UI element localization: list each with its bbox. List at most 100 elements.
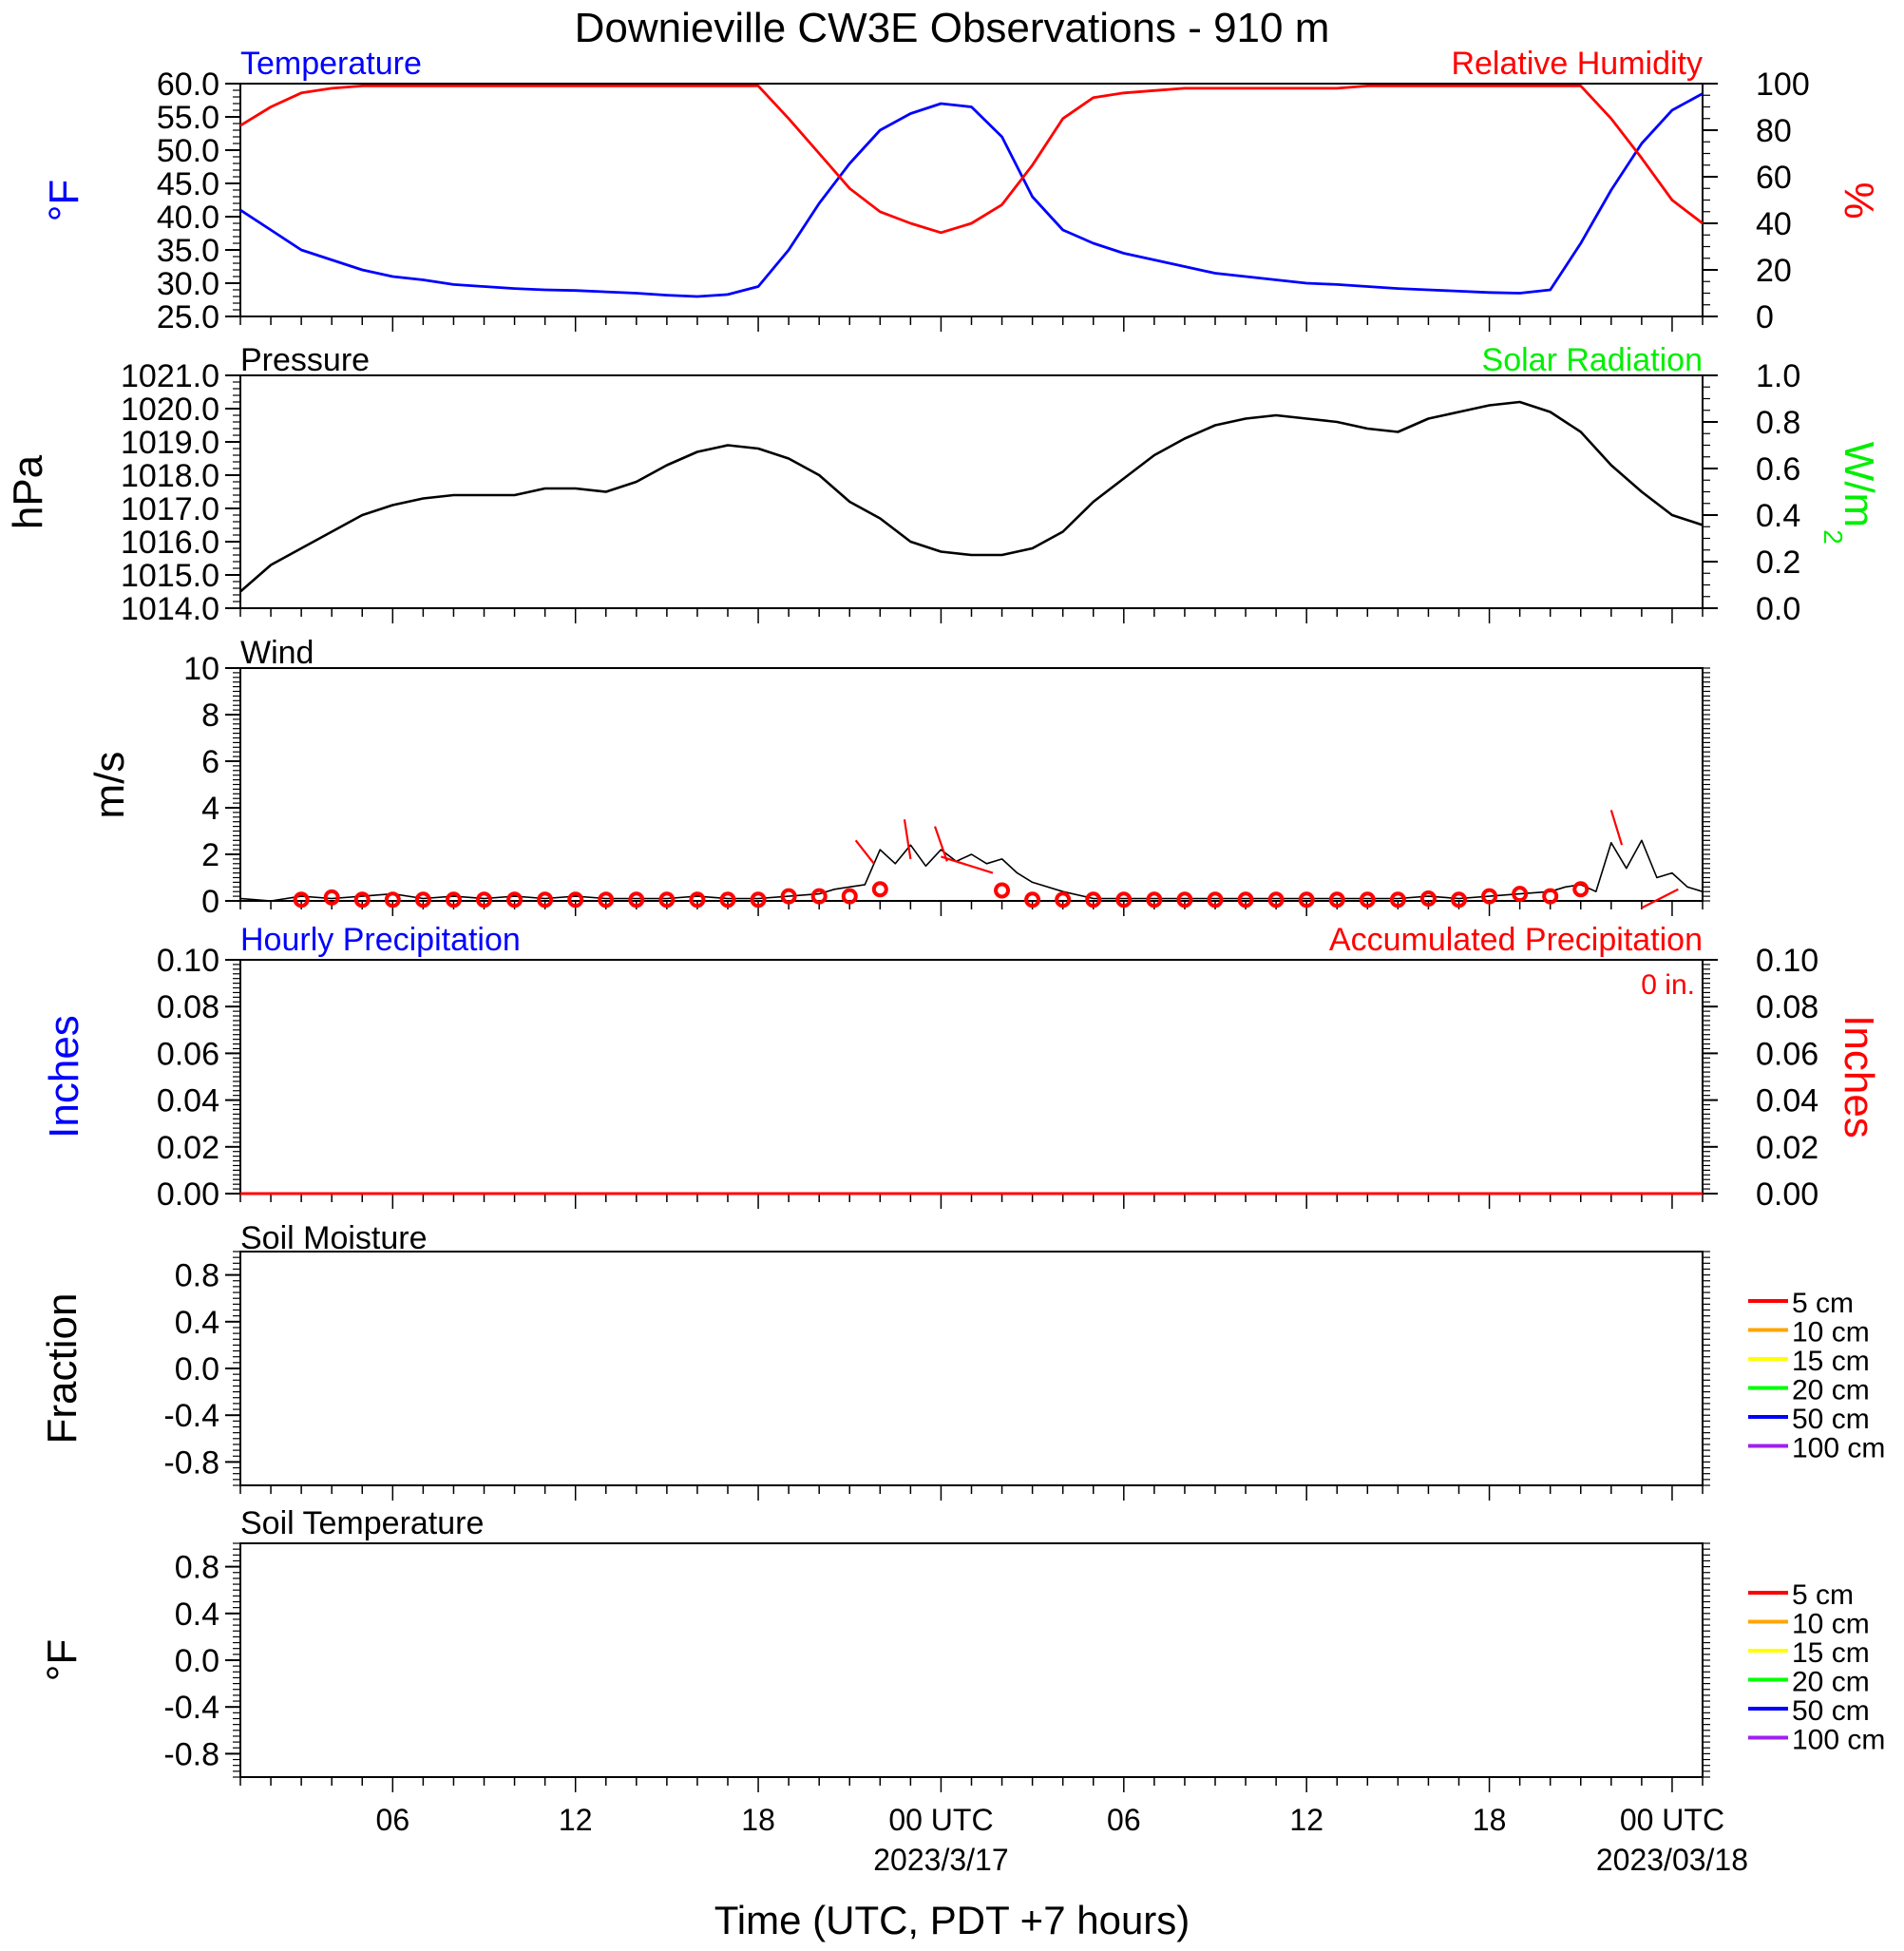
panel-title-rh: Relative Humidity (1451, 46, 1703, 82)
x-tick-label: 18 (1473, 1803, 1507, 1837)
wind-direction-stick (854, 839, 875, 865)
y-tick-label: -0.8 (163, 1736, 219, 1772)
legend-label-soil_moisture: 5 cm (1792, 1288, 1854, 1319)
y2-tick-label: 60 (1756, 160, 1792, 196)
panel-title-soil_temperature: Soil Temperature (240, 1505, 484, 1541)
y2-tick-label: 0 (1756, 299, 1774, 335)
wind-hourly-marker (994, 882, 1011, 899)
y-tick-label: 0.8 (175, 1550, 219, 1586)
y-tick-label: 0.02 (157, 1130, 219, 1166)
y-tick-label: 8 (201, 698, 219, 734)
y2-tick-label: 0.02 (1756, 1130, 1818, 1166)
y-tick-label: 0.8 (175, 1258, 219, 1294)
y-axis-label-soil-temp: °F (39, 1639, 86, 1681)
y2-tick-label: 40 (1756, 206, 1792, 242)
y-tick-label: 0.06 (157, 1036, 219, 1072)
y-tick-label: 25.0 (157, 299, 219, 335)
wind-hourly-marker (537, 891, 554, 909)
y2-tick-label: 0.0 (1756, 591, 1800, 627)
wind-hourly-marker (1055, 891, 1072, 909)
y2-tick-label: 100 (1756, 67, 1810, 103)
y-axis-label-solar: W/m (1836, 442, 1882, 527)
y2-tick-label: 20 (1756, 253, 1792, 289)
legend-label-soil_temperature: 15 cm (1792, 1637, 1870, 1669)
precip-frame (239, 959, 1704, 1195)
x-axis-label: Time (UTC, PDT +7 hours) (714, 1898, 1190, 1942)
wind-hourly-marker (506, 891, 524, 909)
y-tick-label: -0.4 (163, 1690, 219, 1726)
panel-pressure: 1021.01020.01019.01018.01017.01016.01015… (5, 342, 1882, 627)
y-tick-label: 0.08 (157, 989, 219, 1025)
wind-hourly-marker (293, 891, 310, 909)
wind-hourly-marker (384, 891, 401, 909)
panel-soil_moisture: 0.8 0.4 0.0 -0.4 -0.8 Soil Moisture Fraction 5 … (39, 1220, 1885, 1501)
y-tick-label: 0 (201, 884, 219, 920)
wind-hourly-marker (445, 891, 462, 909)
y-tick-label: 40.0 (157, 200, 219, 236)
wind-hourly-marker (1328, 891, 1345, 909)
legend-label-soil_moisture: 20 cm (1792, 1375, 1870, 1406)
y2-tick-label: 0.10 (1756, 943, 1818, 979)
wind-hourly-marker (719, 891, 736, 909)
wind-hourly-marker (476, 891, 492, 909)
y-tick-label: 30.0 (157, 266, 219, 302)
wind-direction-stick (933, 826, 948, 862)
panel-title-hourly-precip: Hourly Precipitation (240, 922, 521, 958)
temperature-line (239, 92, 1704, 298)
wind-hourly-marker (1207, 891, 1224, 909)
y2-tick-label: 0.8 (1756, 405, 1800, 441)
legend-label-soil_temperature: 5 cm (1792, 1579, 1854, 1611)
wind-hourly-marker (628, 891, 645, 909)
panel-wind: 10 8 6 4 2 0 Wind m/s (86, 635, 1710, 920)
y-tick-label: 0.0 (175, 1643, 219, 1679)
y-tick-label: 0.00 (157, 1176, 219, 1213)
y2-tick-label: 0.6 (1756, 451, 1800, 488)
wind-hourly-marker (1115, 891, 1133, 909)
y-tick-label: 0.4 (175, 1305, 219, 1341)
wind-hourly-marker (567, 891, 584, 909)
y-tick-label: 0.4 (175, 1597, 219, 1633)
y-tick-label: 60.0 (157, 67, 219, 103)
legend-label-soil_temperature: 20 cm (1792, 1667, 1870, 1698)
wind-hourly-marker (1419, 890, 1437, 908)
legend-label-soil_moisture: 10 cm (1792, 1317, 1870, 1348)
wind-hourly-marker (658, 891, 676, 909)
panel-title-pressure: Pressure (240, 342, 370, 378)
y-tick-label: 1020.0 (121, 392, 219, 428)
legend-label-soil_temperature: 100 cm (1792, 1725, 1885, 1756)
panel-title-accum-precip: Accumulated Precipitation (1329, 922, 1703, 958)
x-tick-label: 12 (1289, 1803, 1323, 1837)
panel-title-soil_moisture: Soil Moisture (240, 1220, 428, 1256)
y-axis-label-temperature: °F (41, 180, 87, 221)
legend-label-soil_moisture: 50 cm (1792, 1404, 1870, 1435)
y-tick-label: -0.4 (163, 1398, 219, 1434)
y-tick-label: 50.0 (157, 133, 219, 169)
wind-hourly-marker (1146, 891, 1163, 909)
chart-title: Downieville CW3E Observations - 910 m (575, 5, 1330, 51)
y-tick-label: 0.10 (157, 943, 219, 979)
wind-hourly-marker (1512, 886, 1529, 903)
wind-hourly-marker (871, 881, 888, 898)
pressure-line (239, 400, 1704, 593)
wind-hourly-marker (353, 891, 371, 909)
y-tick-label: 35.0 (157, 233, 219, 269)
y2-tick-label: 0.00 (1756, 1176, 1818, 1213)
wind-hourly-marker (1542, 888, 1559, 905)
x-tick-label: 06 (1107, 1803, 1141, 1837)
temp_rh-frame (239, 83, 1704, 317)
x-tick-label: 12 (559, 1803, 593, 1837)
y-axis-label-accum-precip: Inches (1836, 1015, 1882, 1138)
wind-hourly-marker (598, 891, 615, 909)
wind-hourly-marker (1359, 891, 1376, 909)
panel-temp_rh: 60.055.050.045.040.035.030.025.0 100 80 60 4… (41, 46, 1882, 335)
wind-hourly-marker (1085, 891, 1102, 909)
y-tick-label: 10 (183, 651, 219, 687)
y-axis-label-pressure: hPa (5, 454, 51, 529)
y2-tick-label: 0.2 (1756, 545, 1800, 581)
y2-tick-label: 80 (1756, 113, 1792, 149)
wind-hourly-marker (750, 891, 767, 909)
y-tick-label: 45.0 (157, 166, 219, 202)
x-tick-label: 06 (376, 1803, 410, 1837)
accum-precip-annotation: 0 in. (1641, 969, 1695, 1001)
